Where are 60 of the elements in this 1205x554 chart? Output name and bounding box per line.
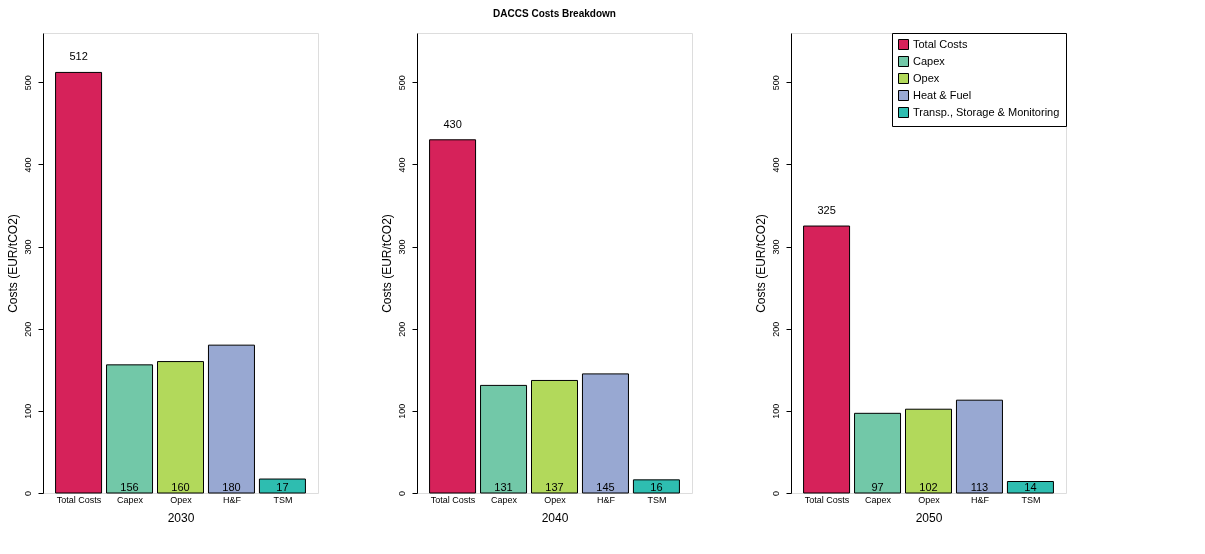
x-axis-title: 2050 [915,510,943,525]
x-tick-label: Capex [491,494,518,505]
y-tick-label: 0 [396,490,407,497]
y-tick-label: 500 [22,75,33,91]
data-label: 325 [817,204,836,217]
y-tick-label: 100 [396,403,407,419]
y-tick-label: 300 [396,239,407,255]
data-label: 145 [596,481,615,493]
x-axis-title: 2030 [167,510,195,525]
x-tick-label: Opex [544,494,567,505]
y-tick-label: 100 [770,403,781,419]
x-tick-label: H&F [596,494,616,505]
y-axis-title: Costs (EUR/tCO2) [753,214,768,313]
legend-label: Total Costs [913,37,968,50]
x-tick-label: Capex [865,494,892,505]
x-tick-label: TSM [647,494,667,505]
y-tick-label: 0 [22,490,33,497]
legend-label: Transp., Storage & Monitoring [913,105,1060,118]
legend-label: Capex [913,54,946,67]
x-tick-label: Opex [170,494,193,505]
data-label: 14 [1024,481,1037,493]
data-label: 16 [650,481,663,493]
legend-label: Opex [913,71,940,84]
data-label: 137 [545,481,564,493]
y-axis-title: Costs (EUR/tCO2) [5,214,20,313]
y-tick-label: 500 [770,75,781,91]
x-tick-label: Opex [918,494,941,505]
x-tick-label: Total Costs [430,494,476,505]
x-tick-label: H&F [970,494,990,505]
y-tick-label: 400 [770,157,781,173]
y-tick-label: 300 [770,239,781,255]
x-tick-label: Capex [117,494,144,505]
y-axis-title: Costs (EUR/tCO2) [379,214,394,313]
data-label: 156 [120,481,139,493]
y-tick-label: 200 [22,321,33,337]
data-label: 102 [919,481,938,493]
data-label: 430 [443,117,462,130]
y-tick-label: 400 [22,157,33,173]
data-label: 97 [871,481,884,493]
y-tick-label: 100 [22,403,33,419]
data-label: 113 [970,481,989,493]
y-tick-label: 200 [396,321,407,337]
x-tick-label: TSM [273,494,293,505]
y-tick-label: 400 [396,157,407,173]
y-tick-label: 200 [770,321,781,337]
x-axis-title: 2040 [541,510,569,525]
x-tick-label: TSM [1021,494,1041,505]
legend-label: Heat & Fuel [913,88,972,101]
x-tick-label: Total Costs [804,494,850,505]
x-tick-label: H&F [222,494,242,505]
y-tick-label: 0 [770,490,781,497]
data-label: 512 [69,50,88,63]
x-tick-label: Total Costs [56,494,102,505]
chart-title: DACCS Costs Breakdown [493,8,616,19]
y-tick-label: 300 [22,239,33,255]
y-tick-label: 500 [396,75,407,91]
data-label: 160 [171,481,190,493]
data-label: 131 [494,481,513,493]
data-label: 17 [276,481,289,493]
data-label: 180 [222,481,241,493]
